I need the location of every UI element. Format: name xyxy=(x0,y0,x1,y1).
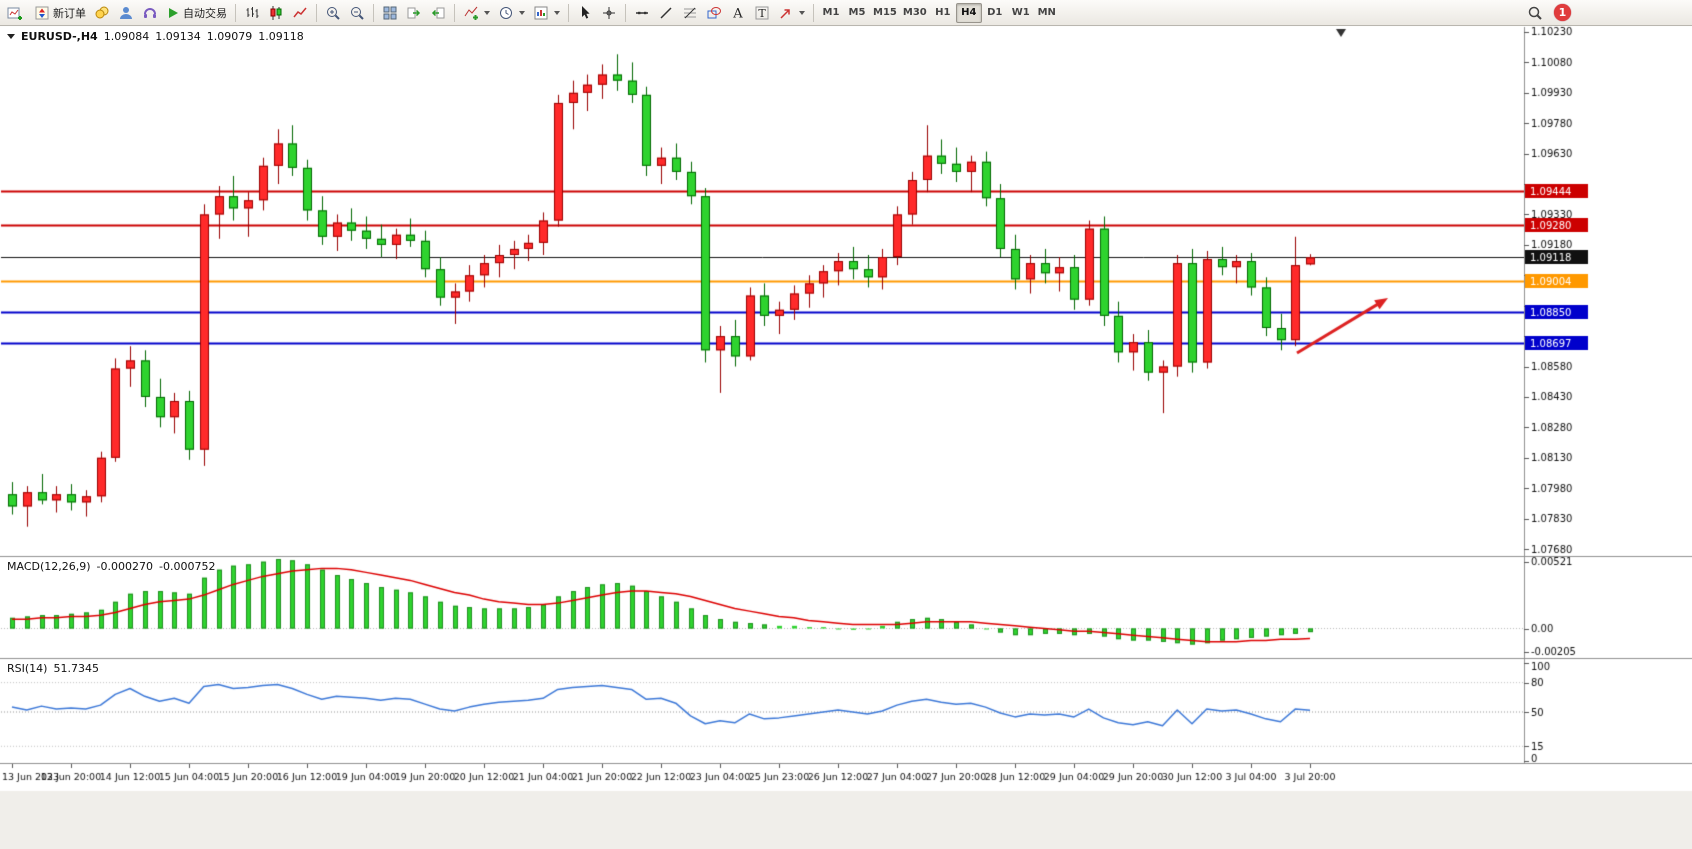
zoom-out-icon xyxy=(351,6,364,20)
svg-text:A: A xyxy=(732,6,743,21)
auto-scroll-button[interactable] xyxy=(402,2,426,24)
horizontal-line-icon xyxy=(636,11,648,14)
label-button[interactable]: T xyxy=(750,2,774,24)
zoom-in-button[interactable] xyxy=(321,2,345,24)
dropdown-caret xyxy=(519,10,525,15)
cursor-icon xyxy=(582,5,590,19)
fibonacci-icon xyxy=(684,7,696,18)
line-chart-button[interactable] xyxy=(288,2,312,24)
svg-text:T: T xyxy=(758,7,766,20)
arrows-button[interactable] xyxy=(774,2,809,24)
coins-icon xyxy=(95,6,109,18)
shapes-icon xyxy=(707,6,721,18)
search-button[interactable] xyxy=(1523,2,1547,24)
trendline-icon xyxy=(660,6,672,19)
timeframe-m5[interactable]: M5 xyxy=(844,3,870,23)
text-button[interactable]: A xyxy=(726,2,750,24)
new-order-label: 新订单 xyxy=(53,6,86,20)
chart-shift-button[interactable] xyxy=(426,2,450,24)
fibonacci-button[interactable] xyxy=(678,2,702,24)
periods-button[interactable] xyxy=(494,2,529,24)
toolbar-separator xyxy=(373,3,374,22)
toolbar-separator xyxy=(454,3,455,22)
timeframe-m1[interactable]: M1 xyxy=(818,3,844,23)
toolbar-separator xyxy=(625,3,626,22)
shapes-button[interactable] xyxy=(702,2,726,24)
indicators-icon xyxy=(464,6,478,20)
navigator-button[interactable] xyxy=(114,2,138,24)
chart-shift-icon xyxy=(431,7,445,18)
new-order-icon xyxy=(35,6,49,19)
cursor-button[interactable] xyxy=(573,2,597,24)
arrow-tool-icon xyxy=(780,8,790,19)
crosshair-icon xyxy=(603,6,615,19)
horizontal-line-button[interactable] xyxy=(630,2,654,24)
template-icon xyxy=(534,6,548,19)
toolbar-separator xyxy=(316,3,317,22)
dropdown-caret xyxy=(799,10,805,15)
candlestick-chart-button[interactable] xyxy=(264,2,288,24)
timeframe-m30[interactable]: M30 xyxy=(900,3,930,23)
autotrading-label: 自动交易 xyxy=(183,6,227,20)
tile-windows-button[interactable] xyxy=(378,2,402,24)
trendline-button[interactable] xyxy=(654,2,678,24)
toolbar-separator xyxy=(813,3,814,22)
zoom-out-button[interactable] xyxy=(345,2,369,24)
toolbar-separator xyxy=(235,3,236,22)
tile-windows-icon xyxy=(383,6,397,19)
notification-badge[interactable]: 1 xyxy=(1554,4,1571,21)
timeframe-mn[interactable]: MN xyxy=(1034,3,1060,23)
clock-icon xyxy=(500,6,512,19)
templates-button[interactable] xyxy=(529,2,564,24)
text-a-icon: A xyxy=(732,6,743,21)
toolbar-separator xyxy=(568,3,569,22)
search-icon xyxy=(1528,6,1542,20)
market-watch-button[interactable] xyxy=(90,2,114,24)
toolbar-right-group: 1 xyxy=(1523,2,1571,24)
new-chart-button[interactable] xyxy=(3,2,30,24)
toolbar: 新订单 自动交易 A T M1 M5 M15 M30 H1 H4 D1 W1 M… xyxy=(0,0,1692,26)
crosshair-button[interactable] xyxy=(597,2,621,24)
headset-icon xyxy=(144,7,156,18)
timeframe-m15[interactable]: M15 xyxy=(870,3,900,23)
bar-chart-icon xyxy=(246,6,259,18)
autotrading-button[interactable]: 自动交易 xyxy=(162,2,231,24)
line-chart-icon xyxy=(293,7,307,17)
zoom-in-icon xyxy=(327,6,340,20)
new-order-button[interactable]: 新订单 xyxy=(30,2,90,24)
auto-scroll-icon xyxy=(407,7,421,18)
autotrading-play-icon xyxy=(169,7,178,18)
text-t-icon: T xyxy=(755,6,769,20)
timeframe-d1[interactable]: D1 xyxy=(982,3,1008,23)
timeframe-w1[interactable]: W1 xyxy=(1008,3,1034,23)
profile-icon xyxy=(120,6,132,19)
timeframe-h1[interactable]: H1 xyxy=(930,3,956,23)
timeframe-h4[interactable]: H4 xyxy=(955,2,982,23)
terminal-button[interactable] xyxy=(138,2,162,24)
dropdown-caret xyxy=(484,10,490,15)
dropdown-caret xyxy=(554,10,560,15)
candlestick-icon xyxy=(270,5,282,20)
bar-chart-button[interactable] xyxy=(240,2,264,24)
indicators-button[interactable] xyxy=(459,2,494,24)
